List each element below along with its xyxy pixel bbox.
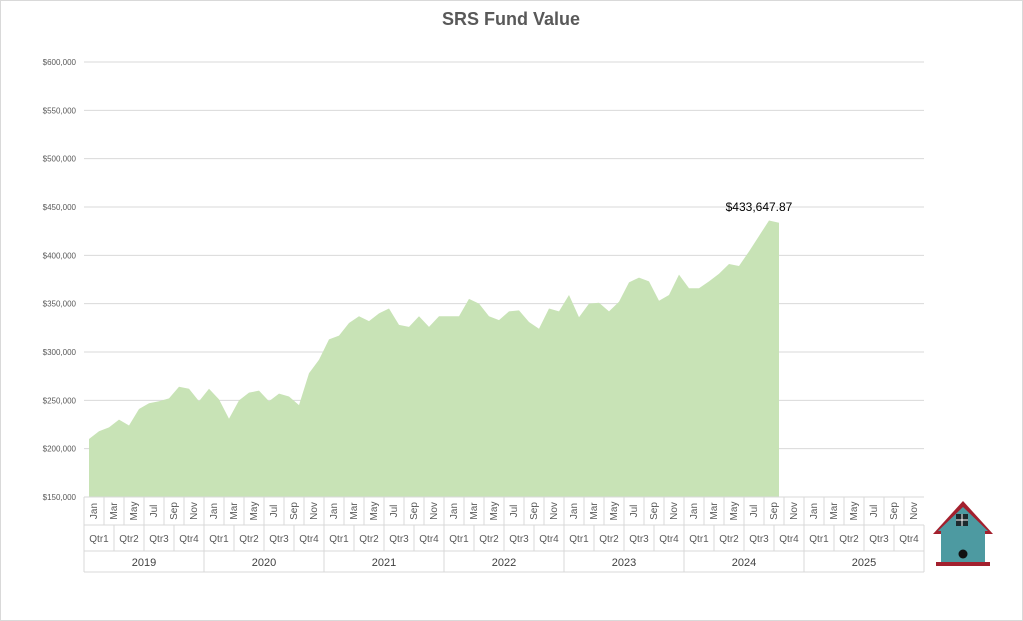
month-label: Jul [869,505,880,518]
month-label: Mar [229,502,240,520]
y-tick-label: $150,000 [43,493,77,502]
month-label: Jul [509,505,520,518]
month-label: Mar [469,502,480,520]
quarter-label: Qtr4 [419,534,439,545]
month-label: May [849,502,860,521]
month-label: May [729,502,740,521]
month-label: Jan [689,503,700,519]
y-tick-label: $450,000 [43,203,77,212]
y-tick-label: $600,000 [43,58,77,67]
logo-base [936,562,990,566]
y-tick-label: $500,000 [43,155,77,164]
quarter-label: Qtr1 [89,534,109,545]
y-tick-label: $550,000 [43,106,77,115]
quarter-label: Qtr3 [509,534,529,545]
month-label: Jul [269,505,280,518]
year-label: 2025 [852,557,876,569]
month-label: Nov [429,502,440,520]
data-labels: $433,647.87 [726,200,793,214]
quarter-label: Qtr1 [329,534,349,545]
month-label: Jul [149,505,160,518]
quarter-label: Qtr1 [569,534,589,545]
quarter-label: Qtr4 [899,534,919,545]
quarter-label: Qtr1 [809,534,829,545]
month-label: Jan [569,503,580,519]
quarter-label: Qtr3 [149,534,169,545]
month-label: May [369,502,380,521]
area-fill [89,220,779,497]
month-label: Nov [189,502,200,520]
area-series [89,220,779,497]
quarter-label: Qtr2 [479,534,499,545]
month-label: May [129,502,140,521]
y-tick-label: $300,000 [43,348,77,357]
month-label: Jul [389,505,400,518]
month-label: Mar [709,502,720,520]
quarter-label: Qtr3 [269,534,289,545]
month-label: Jan [449,503,460,519]
month-label: Jan [329,503,340,519]
month-label: Mar [589,502,600,520]
quarter-label: Qtr2 [719,534,739,545]
y-tick-label: $250,000 [43,396,77,405]
month-label: May [609,502,620,521]
year-label: 2020 [252,557,276,569]
quarter-label: Qtr2 [839,534,859,545]
month-label: Jan [89,503,100,519]
quarter-label: Qtr4 [659,534,679,545]
month-label: Sep [289,502,300,520]
month-label: Jan [209,503,220,519]
year-label: 2019 [132,557,156,569]
month-label: Sep [889,502,900,520]
month-label: Nov [909,502,920,520]
month-label: Nov [669,502,680,520]
month-label: Nov [789,502,800,520]
logo-hole [958,549,968,559]
month-label: Nov [309,502,320,520]
chart-title: SRS Fund Value [442,9,580,29]
month-label: Sep [529,502,540,520]
data-label: $433,647.87 [726,200,793,214]
y-tick-label: $200,000 [43,445,77,454]
quarter-label: Qtr2 [599,534,619,545]
quarter-label: Qtr3 [749,534,769,545]
month-label: Jul [629,505,640,518]
month-label: Nov [549,502,560,520]
quarter-label: Qtr2 [239,534,259,545]
quarter-label: Qtr1 [209,534,229,545]
quarter-label: Qtr4 [779,534,799,545]
x-axis: Jan Mar May Jul Sep Nov Jan Mar May Jul Sep Nov Jan M… [83,496,925,573]
quarter-label: Qtr2 [119,534,139,545]
year-label: 2021 [372,557,396,569]
mynest-logo [933,501,993,566]
quarter-label: Qtr4 [539,534,559,545]
quarter-label: Qtr4 [299,534,319,545]
quarter-label: Qtr1 [449,534,469,545]
month-label: Sep [649,502,660,520]
quarter-label: Qtr4 [179,534,199,545]
quarter-label: Qtr1 [689,534,709,545]
month-label: Jan [809,503,820,519]
month-label: Sep [169,502,180,520]
quarter-label: Qtr2 [359,534,379,545]
y-axis-ticks: $150,000 $200,000 $250,000 $300,000 $350,000… [43,58,77,502]
month-label: Mar [829,502,840,520]
month-label: Sep [769,502,780,520]
month-label: Mar [109,502,120,520]
year-label: 2022 [492,557,516,569]
quarter-label: Qtr3 [869,534,889,545]
month-label: May [489,502,500,521]
month-label: May [249,502,260,521]
quarter-label: Qtr3 [629,534,649,545]
month-label: Mar [349,502,360,520]
month-label: Jul [749,505,760,518]
year-label: 2023 [612,557,636,569]
y-tick-label: $350,000 [43,300,77,309]
quarter-label: Qtr3 [389,534,409,545]
year-label: 2024 [732,557,756,569]
month-label: Sep [409,502,420,520]
y-tick-label: $400,000 [43,251,77,260]
